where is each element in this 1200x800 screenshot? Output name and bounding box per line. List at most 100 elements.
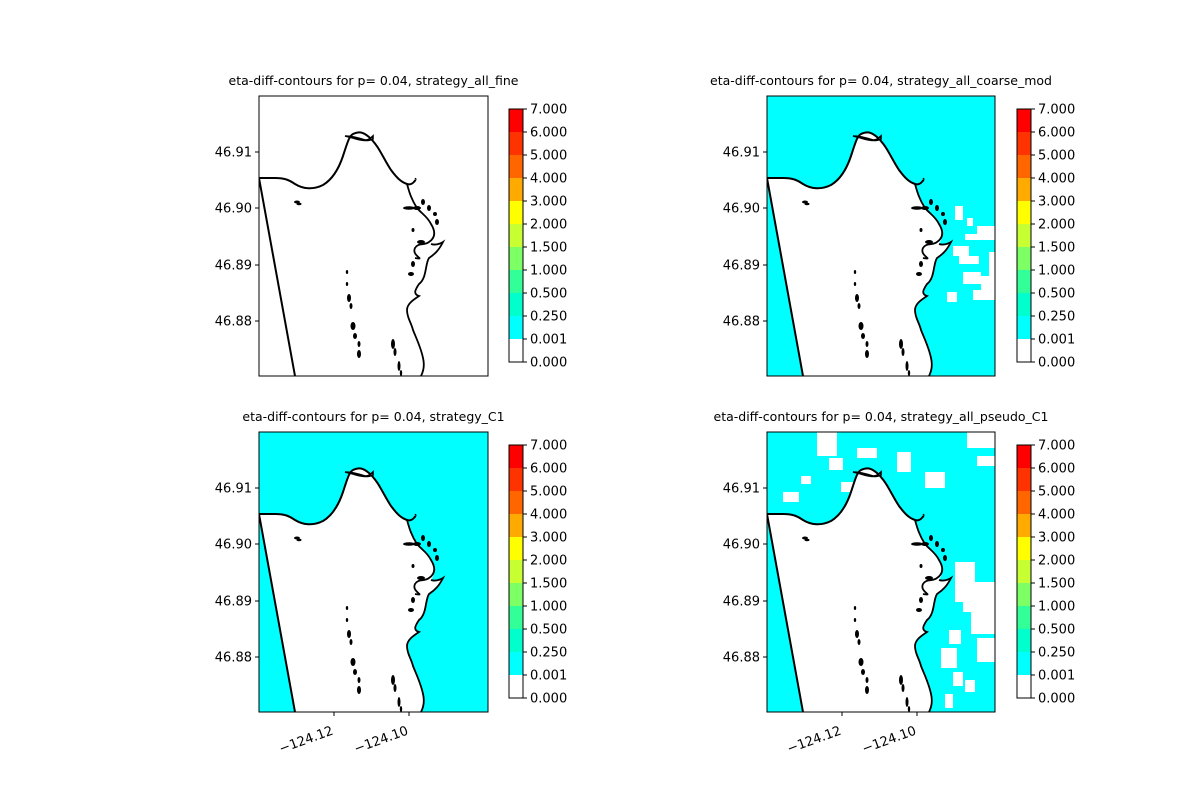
colorbar-band [1017, 491, 1031, 515]
island [865, 686, 869, 694]
island [435, 555, 439, 561]
island [353, 669, 357, 675]
colorbar-band [1017, 155, 1031, 179]
colorbar-label: 2.000 [530, 554, 567, 569]
ytick-label: 46.89 [723, 595, 760, 610]
coastline-east [914, 519, 954, 712]
island [929, 199, 933, 205]
colorbar-band [1017, 224, 1031, 248]
no-data-patch [925, 472, 945, 488]
colorbar-label: 1.500 [530, 241, 567, 256]
island [919, 564, 923, 568]
island [919, 228, 923, 232]
colorbar-label: 0.000 [1038, 692, 1075, 707]
colorbar-band [1017, 316, 1031, 340]
colorbar-label: 7.000 [1038, 439, 1075, 454]
no-data-patch [817, 432, 837, 456]
island [899, 339, 903, 349]
colorbar-band [1017, 445, 1031, 469]
colorbar-band [509, 178, 523, 202]
colorbar-band [509, 270, 523, 294]
coastline [767, 467, 925, 712]
colorbar-band [1017, 606, 1031, 630]
colorbar-frame [1016, 444, 1032, 699]
island [804, 202, 810, 206]
spit [344, 470, 374, 478]
subplot-2: eta-diff-contours for p= 0.04, strategy_… [710, 73, 1075, 377]
no-data-patch [967, 218, 973, 226]
no-data-patch [947, 292, 957, 302]
island [350, 322, 356, 330]
ytick-label: 46.88 [215, 651, 252, 666]
island [857, 303, 861, 309]
colorbar-label: 0.000 [530, 692, 567, 707]
island [905, 697, 909, 707]
colorbar-band [509, 606, 523, 630]
island [943, 555, 947, 561]
island [905, 361, 909, 371]
contour-field [767, 96, 995, 376]
colorbar-band [1017, 629, 1031, 653]
island [421, 535, 425, 541]
island [802, 200, 808, 204]
colorbar-label: 7.000 [530, 103, 567, 118]
spit [852, 134, 882, 142]
island [408, 272, 414, 276]
colorbar-label: 4.000 [1038, 508, 1075, 523]
island [857, 639, 861, 645]
colorbar-band [1017, 178, 1031, 202]
colorbar-band [1017, 675, 1031, 699]
coastline [259, 131, 417, 376]
island [411, 597, 415, 603]
ytick-label: 46.89 [215, 595, 252, 610]
colorbar-band [1017, 270, 1031, 294]
colorbar-frame [508, 108, 524, 363]
colorbar-band [1017, 247, 1031, 271]
colorbar-band [509, 445, 523, 469]
ytick-label: 46.90 [723, 538, 760, 553]
subplot-4: eta-diff-contours for p= 0.04, strategy_… [714, 409, 1076, 757]
colorbar-label: 5.000 [530, 149, 567, 164]
island [349, 639, 353, 645]
no-data-patch [841, 482, 861, 492]
colorbar-band [1017, 514, 1031, 538]
island [853, 270, 857, 274]
island [911, 542, 923, 546]
coastline-east [914, 183, 954, 376]
colorbar: 7.000 6.000 5.000 4.000 3.000 2.000 1.500 1.000… [1016, 103, 1075, 371]
colorbar-label: 0.500 [1038, 623, 1075, 638]
no-data-patch [897, 452, 911, 472]
no-data-patch [971, 612, 995, 634]
island [865, 677, 869, 683]
island [899, 675, 903, 685]
colorbar-label: 2.000 [530, 218, 567, 233]
colorbar-label: 7.000 [530, 439, 567, 454]
island [941, 548, 945, 552]
island [411, 261, 415, 267]
colorbar-band [509, 247, 523, 271]
colorbar-label: 3.000 [530, 531, 567, 546]
island [853, 606, 857, 610]
subplot-title: eta-diff-contours for p= 0.04, strategy_… [714, 409, 1049, 424]
colorbar-band [1017, 537, 1031, 561]
axes-frame [766, 95, 996, 377]
island [804, 538, 810, 542]
colorbar-band [509, 132, 523, 156]
spit [852, 470, 882, 478]
bay-fill [767, 96, 995, 376]
coastline-east [406, 183, 446, 376]
colorbar-label: 4.000 [530, 172, 567, 187]
colorbar-label: 1.500 [1038, 577, 1075, 592]
island [408, 608, 414, 612]
colorbar-frame [508, 444, 524, 699]
island [907, 706, 911, 712]
subplot-1: eta-diff-contours for p= 0.04, strategy_… [215, 73, 567, 377]
no-data-patch [945, 694, 953, 708]
colorbar-band [509, 468, 523, 492]
colorbar-label: 1.000 [530, 264, 567, 279]
axes-frame [258, 431, 489, 713]
no-data-patch [965, 234, 995, 240]
axes-frame [766, 431, 996, 713]
colorbar-label: 0.001 [530, 669, 567, 684]
